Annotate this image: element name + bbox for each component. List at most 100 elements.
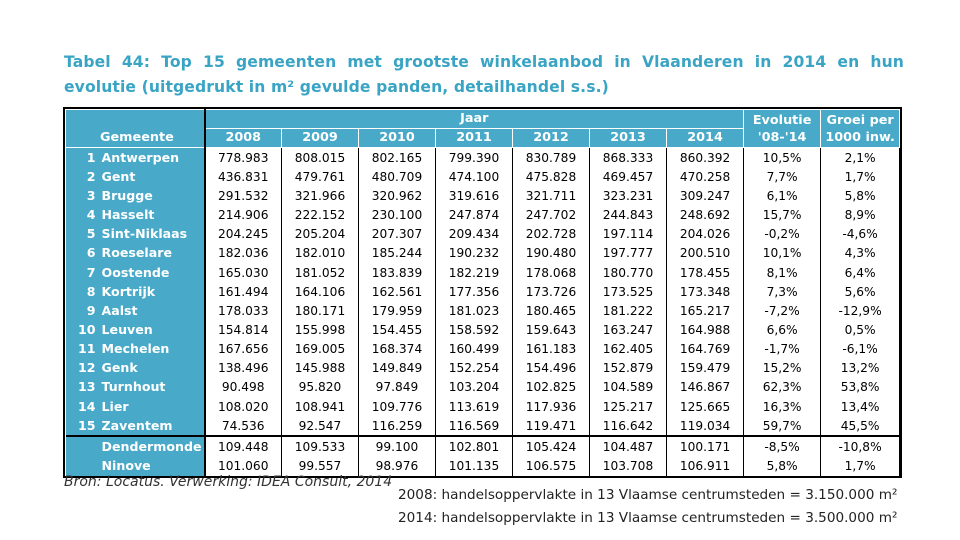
value-cell: 102.801 bbox=[435, 436, 513, 457]
value-cell: 182.219 bbox=[435, 262, 513, 283]
note-2008: 2008: handelsoppervlakte in 13 Vlaamse c… bbox=[398, 487, 898, 503]
value-cell: 207.307 bbox=[358, 224, 436, 244]
municipality-name: Kortrijk bbox=[101, 283, 156, 299]
evolutie-cell: 62,3% bbox=[743, 377, 822, 398]
value-cell: 98.976 bbox=[358, 456, 436, 476]
municipality-cell: 8 Kortrijk bbox=[65, 282, 206, 302]
groei-cell: 8,9% bbox=[820, 205, 901, 225]
value-cell: 149.849 bbox=[358, 358, 436, 378]
table-row-extra: Ninove 101.060 99.557 98.976 101.135 106.575 1… bbox=[65, 456, 901, 476]
header-gemeente: Gemeente bbox=[65, 109, 206, 148]
evolutie-cell: 16,3% bbox=[743, 397, 822, 417]
value-cell: 165.030 bbox=[204, 262, 282, 283]
value-cell: 436.831 bbox=[204, 167, 282, 187]
groei-cell: -10,8% bbox=[820, 436, 901, 457]
table-row: 12 Genk 138.496 145.988 149.849 152.254 154.49… bbox=[65, 358, 901, 378]
value-cell: 469.457 bbox=[589, 167, 667, 187]
value-cell: 319.616 bbox=[435, 186, 513, 206]
value-cell: 190.480 bbox=[512, 243, 590, 263]
value-cell: 222.152 bbox=[281, 205, 359, 225]
rank-label: 12 bbox=[77, 360, 96, 376]
value-cell: 160.499 bbox=[435, 339, 513, 359]
municipality-cell: 4 Hasselt bbox=[65, 205, 206, 225]
header-evolutie: Evolutie '08-'14 bbox=[743, 109, 822, 148]
header-groei-line1: Groei per bbox=[826, 112, 894, 128]
table-row: 1 Antwerpen 778.983 808.015 802.165 799.390 83… bbox=[65, 147, 901, 168]
retail-table: Gemeente Jaar Evolutie '08-'14 Groei per… bbox=[65, 109, 901, 476]
value-cell: 190.232 bbox=[435, 243, 513, 263]
municipality-name: Aalst bbox=[101, 302, 138, 318]
rank-label: 6 bbox=[86, 245, 96, 261]
value-cell: 868.333 bbox=[589, 147, 667, 168]
value-cell: 102.825 bbox=[512, 377, 590, 398]
rank-label: 13 bbox=[77, 379, 96, 395]
value-cell: 247.874 bbox=[435, 205, 513, 225]
value-cell: 202.728 bbox=[512, 224, 590, 244]
value-cell: 173.726 bbox=[512, 282, 590, 302]
value-cell: 778.983 bbox=[204, 147, 282, 168]
table-body: 1 Antwerpen 778.983 808.015 802.165 799.390 83… bbox=[65, 147, 901, 476]
value-cell: 92.547 bbox=[281, 416, 359, 438]
value-cell: 180.171 bbox=[281, 301, 359, 321]
groei-cell: 4,3% bbox=[820, 243, 901, 263]
value-cell: 321.966 bbox=[281, 186, 359, 206]
source-text: Bron: Locatus. Verwerking: IDEA Consult,… bbox=[64, 474, 393, 490]
value-cell: 164.988 bbox=[665, 320, 745, 340]
header-groei: Groei per 1000 inw. bbox=[820, 109, 901, 148]
value-cell: 158.592 bbox=[435, 320, 513, 340]
value-cell: 808.015 bbox=[281, 147, 359, 168]
groei-cell: 2,1% bbox=[820, 147, 901, 168]
value-cell: 180.465 bbox=[512, 301, 590, 321]
header-year: 2009 bbox=[281, 128, 359, 148]
municipality-cell: 13 Turnhout bbox=[65, 377, 206, 398]
value-cell: 181.222 bbox=[589, 301, 667, 321]
rank-label: 15 bbox=[77, 417, 96, 433]
value-cell: 163.247 bbox=[589, 320, 667, 340]
table-row: 5 Sint-Niklaas 204.245 205.204 207.307 209.43… bbox=[65, 224, 901, 244]
value-cell: 154.814 bbox=[204, 320, 282, 340]
rank-label: 4 bbox=[86, 207, 96, 223]
rank-label: 8 bbox=[86, 283, 96, 299]
groei-cell: 0,5% bbox=[820, 320, 901, 340]
evolutie-cell: 5,8% bbox=[743, 456, 822, 476]
municipality-name: Zaventem bbox=[101, 417, 173, 433]
value-cell: 108.020 bbox=[204, 397, 282, 417]
header-evolutie-line2: '08-'14 bbox=[757, 129, 807, 145]
table-title: Tabel 44: Top 15 gemeenten met grootste … bbox=[64, 53, 904, 96]
value-cell: 248.692 bbox=[665, 205, 745, 225]
value-cell: 101.060 bbox=[204, 456, 282, 476]
value-cell: 181.023 bbox=[435, 301, 513, 321]
evolutie-cell: 10,1% bbox=[743, 243, 822, 263]
value-cell: 479.761 bbox=[281, 167, 359, 187]
header-year: 2010 bbox=[358, 128, 436, 148]
header-evolutie-line1: Evolutie bbox=[752, 112, 812, 128]
value-cell: 323.231 bbox=[589, 186, 667, 206]
value-cell: 178.068 bbox=[512, 262, 590, 283]
value-cell: 103.708 bbox=[589, 456, 667, 476]
groei-cell: 45,5% bbox=[820, 416, 901, 438]
value-cell: 178.455 bbox=[665, 262, 745, 283]
value-cell: 109.533 bbox=[281, 436, 359, 457]
table-row: 8 Kortrijk 161.494 164.106 162.561 177.356 173… bbox=[65, 282, 901, 302]
value-cell: 230.100 bbox=[358, 205, 436, 225]
value-cell: 109.776 bbox=[358, 397, 436, 417]
table-row: 14 Lier 108.020 108.941 109.776 113.619 117.93… bbox=[65, 397, 901, 417]
value-cell: 105.424 bbox=[512, 436, 590, 457]
rank-label: 14 bbox=[77, 398, 96, 414]
table-row: 15 Zaventem 74.536 92.547 116.259 116.569 119.… bbox=[65, 416, 901, 438]
table-row: 7 Oostende 165.030 181.052 183.839 182.219 178… bbox=[65, 262, 901, 283]
value-cell: 167.656 bbox=[204, 339, 282, 359]
value-cell: 106.911 bbox=[665, 456, 745, 476]
municipality-cell: 12 Genk bbox=[65, 358, 206, 378]
municipality-name: Sint-Niklaas bbox=[101, 226, 188, 242]
value-cell: 99.557 bbox=[281, 456, 359, 476]
evolutie-cell: 15,7% bbox=[743, 205, 822, 225]
municipality-name: Lier bbox=[101, 398, 129, 414]
value-cell: 125.217 bbox=[589, 397, 667, 417]
groei-cell: 5,8% bbox=[820, 186, 901, 206]
table-row: 4 Hasselt 214.906 222.152 230.100 247.874 247.… bbox=[65, 205, 901, 225]
municipality-name: Roeselare bbox=[101, 245, 173, 261]
municipality-cell: 2 Gent bbox=[65, 167, 206, 187]
evolutie-cell: 15,2% bbox=[743, 358, 822, 378]
evolutie-cell: 6,6% bbox=[743, 320, 822, 340]
